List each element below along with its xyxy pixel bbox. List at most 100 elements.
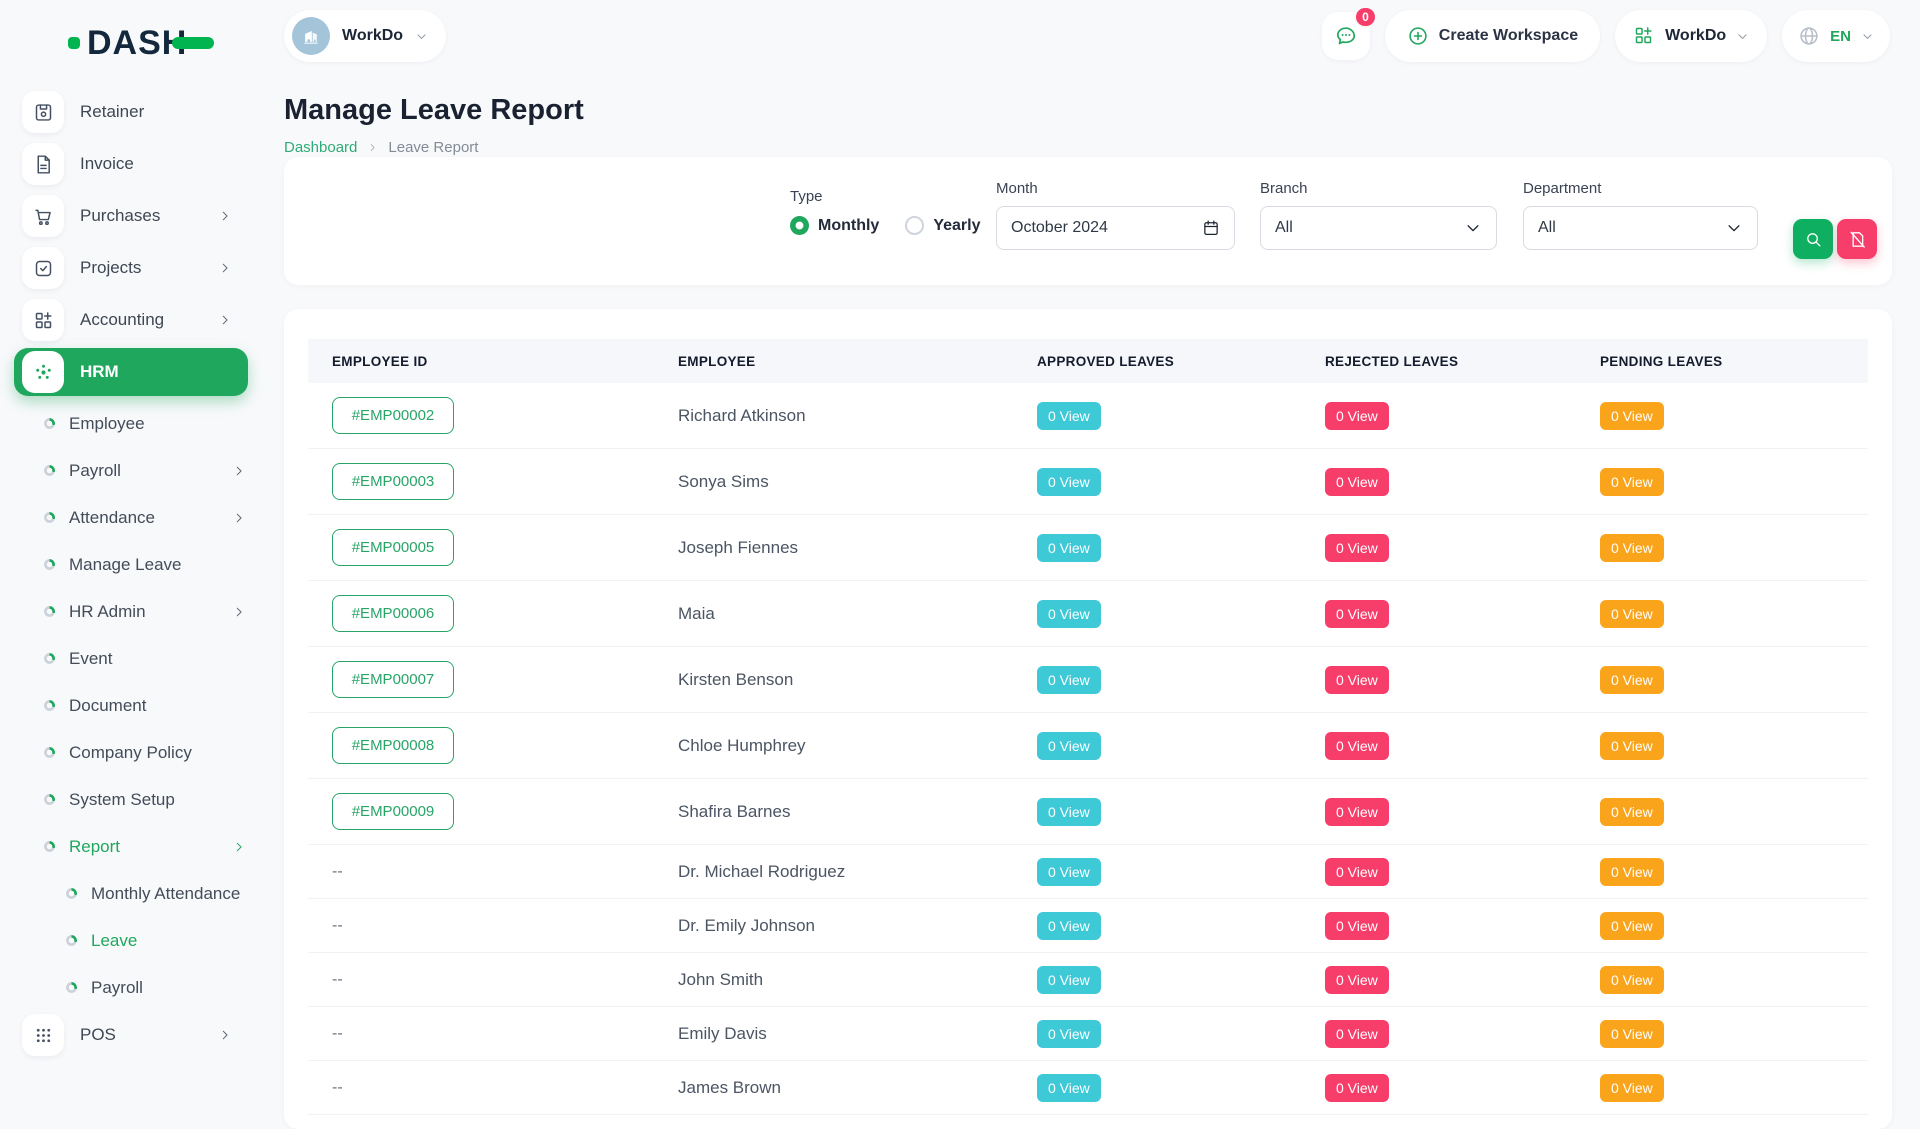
employee-id-button: -- xyxy=(332,971,343,988)
employee-id-button[interactable]: #EMP00005 xyxy=(332,529,454,566)
pending-view-badge[interactable]: 0 View xyxy=(1600,912,1664,940)
sidebar-item-retainer[interactable]: Retainer xyxy=(14,88,248,136)
rejected-view-badge[interactable]: 0 View xyxy=(1325,402,1389,430)
sidebar-item-invoice[interactable]: Invoice xyxy=(14,140,248,188)
employee-id-button[interactable]: #EMP00006 xyxy=(332,595,454,632)
employee-id-button[interactable]: #EMP00002 xyxy=(332,397,454,434)
pending-view-badge[interactable]: 0 View xyxy=(1600,666,1664,694)
approved-view-badge[interactable]: 0 View xyxy=(1037,1074,1101,1102)
radio-monthly[interactable]: Monthly xyxy=(790,216,879,235)
approved-view-badge[interactable]: 0 View xyxy=(1037,858,1101,886)
sidebar-item-label: HRM xyxy=(80,362,119,382)
employee-id-button[interactable]: #EMP00008 xyxy=(332,727,454,764)
create-workspace-button[interactable]: Create Workspace xyxy=(1385,10,1600,62)
approved-view-badge[interactable]: 0 View xyxy=(1037,966,1101,994)
sidebar-item-company-policy[interactable]: Company Policy xyxy=(0,729,262,776)
sidebar-item-leave[interactable]: Leave xyxy=(0,917,262,964)
table-row: #EMP00005 Joseph Fiennes 0 View 0 View 0… xyxy=(308,515,1868,581)
pending-view-badge[interactable]: 0 View xyxy=(1600,1020,1664,1048)
rejected-view-badge[interactable]: 0 View xyxy=(1325,600,1389,628)
sidebar-item-projects[interactable]: Projects xyxy=(14,244,248,292)
bullet-icon xyxy=(44,841,55,852)
rejected-view-badge[interactable]: 0 View xyxy=(1325,468,1389,496)
approved-view-badge[interactable]: 0 View xyxy=(1037,534,1101,562)
sidebar-item-accounting[interactable]: Accounting xyxy=(14,296,248,344)
pending-view-badge[interactable]: 0 View xyxy=(1600,534,1664,562)
rejected-view-badge[interactable]: 0 View xyxy=(1325,858,1389,886)
sidebar-item-pos[interactable]: POS xyxy=(14,1011,248,1059)
breadcrumb-dashboard-link[interactable]: Dashboard xyxy=(284,139,357,156)
approved-view-badge[interactable]: 0 View xyxy=(1037,798,1101,826)
pending-view-badge[interactable]: 0 View xyxy=(1600,858,1664,886)
sidebar-item-manage-leave[interactable]: Manage Leave xyxy=(0,541,262,588)
bullet-icon xyxy=(44,465,55,476)
branch-label: Branch xyxy=(1260,180,1497,197)
pending-view-badge[interactable]: 0 View xyxy=(1600,732,1664,760)
leave-report-table: EMPLOYEE ID EMPLOYEE APPROVED LEAVES REJ… xyxy=(284,309,1892,1129)
chevron-down-icon xyxy=(415,30,428,43)
sidebar-item-label: System Setup xyxy=(69,790,175,810)
workspace-selector[interactable]: WorkDo xyxy=(284,10,446,62)
sidebar-item-hrm[interactable]: HRM xyxy=(14,348,248,396)
col-rejected-leaves: REJECTED LEAVES xyxy=(1301,354,1576,369)
approved-view-badge[interactable]: 0 View xyxy=(1037,402,1101,430)
grid-plus-icon xyxy=(33,310,54,331)
rejected-view-badge[interactable]: 0 View xyxy=(1325,666,1389,694)
rejected-view-badge[interactable]: 0 View xyxy=(1325,798,1389,826)
month-filter: Month October 2024 xyxy=(996,180,1235,250)
approved-view-badge[interactable]: 0 View xyxy=(1037,912,1101,940)
rejected-view-badge[interactable]: 0 View xyxy=(1325,534,1389,562)
month-input[interactable]: October 2024 xyxy=(996,206,1235,250)
language-selector[interactable]: EN xyxy=(1782,10,1890,62)
messages-button[interactable]: 0 xyxy=(1322,12,1370,60)
bullet-icon xyxy=(66,935,77,946)
workspace-switcher[interactable]: WorkDo xyxy=(1615,10,1767,62)
sidebar-item-employee[interactable]: Employee xyxy=(0,400,262,447)
pending-view-badge[interactable]: 0 View xyxy=(1600,402,1664,430)
employee-id-button[interactable]: #EMP00007 xyxy=(332,661,454,698)
pending-view-badge[interactable]: 0 View xyxy=(1600,966,1664,994)
sidebar-item-purchases[interactable]: Purchases xyxy=(14,192,248,240)
sidebar-item-system-setup[interactable]: System Setup xyxy=(0,776,262,823)
sidebar-item-report[interactable]: Report xyxy=(0,823,262,870)
type-label: Type xyxy=(790,188,980,205)
employee-id-button[interactable]: #EMP00003 xyxy=(332,463,454,500)
pending-view-badge[interactable]: 0 View xyxy=(1600,798,1664,826)
sidebar-item-monthly-attendance[interactable]: Monthly Attendance xyxy=(0,870,262,917)
sidebar-item-document[interactable]: Document xyxy=(0,682,262,729)
department-select[interactable]: All xyxy=(1523,206,1758,250)
radio-yearly[interactable]: Yearly xyxy=(905,216,980,235)
approved-view-badge[interactable]: 0 View xyxy=(1037,732,1101,760)
bullet-icon xyxy=(44,512,55,523)
employee-name: Shafira Barnes xyxy=(678,802,790,821)
table-row: #EMP00009 Shafira Barnes 0 View 0 View 0… xyxy=(308,779,1868,845)
pending-view-badge[interactable]: 0 View xyxy=(1600,600,1664,628)
approved-view-badge[interactable]: 0 View xyxy=(1037,600,1101,628)
pending-view-badge[interactable]: 0 View xyxy=(1600,1074,1664,1102)
pending-view-badge[interactable]: 0 View xyxy=(1600,468,1664,496)
rejected-view-badge[interactable]: 0 View xyxy=(1325,966,1389,994)
branch-select[interactable]: All xyxy=(1260,206,1497,250)
table-row: -- Emily Davis 0 View 0 View 0 View xyxy=(308,1007,1868,1061)
table-row: #EMP00002 Richard Atkinson 0 View 0 View… xyxy=(308,383,1868,449)
sidebar-item-payroll[interactable]: Payroll xyxy=(0,964,262,1011)
dash-logo[interactable]: DASH xyxy=(68,26,262,60)
chevron-right-icon xyxy=(232,511,246,525)
rejected-view-badge[interactable]: 0 View xyxy=(1325,1020,1389,1048)
rejected-view-badge[interactable]: 0 View xyxy=(1325,1074,1389,1102)
sidebar-item-hr-admin[interactable]: HR Admin xyxy=(0,588,262,635)
rejected-view-badge[interactable]: 0 View xyxy=(1325,732,1389,760)
reset-filter-button[interactable] xyxy=(1837,219,1877,259)
sidebar-item-payroll[interactable]: Payroll xyxy=(0,447,262,494)
chevron-right-icon xyxy=(218,313,232,327)
approved-view-badge[interactable]: 0 View xyxy=(1037,1020,1101,1048)
sidebar-item-event[interactable]: Event xyxy=(0,635,262,682)
search-button[interactable] xyxy=(1793,219,1833,259)
rejected-view-badge[interactable]: 0 View xyxy=(1325,912,1389,940)
approved-view-badge[interactable]: 0 View xyxy=(1037,468,1101,496)
sidebar-item-attendance[interactable]: Attendance xyxy=(0,494,262,541)
employee-id-button[interactable]: #EMP00009 xyxy=(332,793,454,830)
approved-view-badge[interactable]: 0 View xyxy=(1037,666,1101,694)
globe-icon xyxy=(1798,25,1820,47)
chevron-down-icon xyxy=(1861,30,1874,43)
